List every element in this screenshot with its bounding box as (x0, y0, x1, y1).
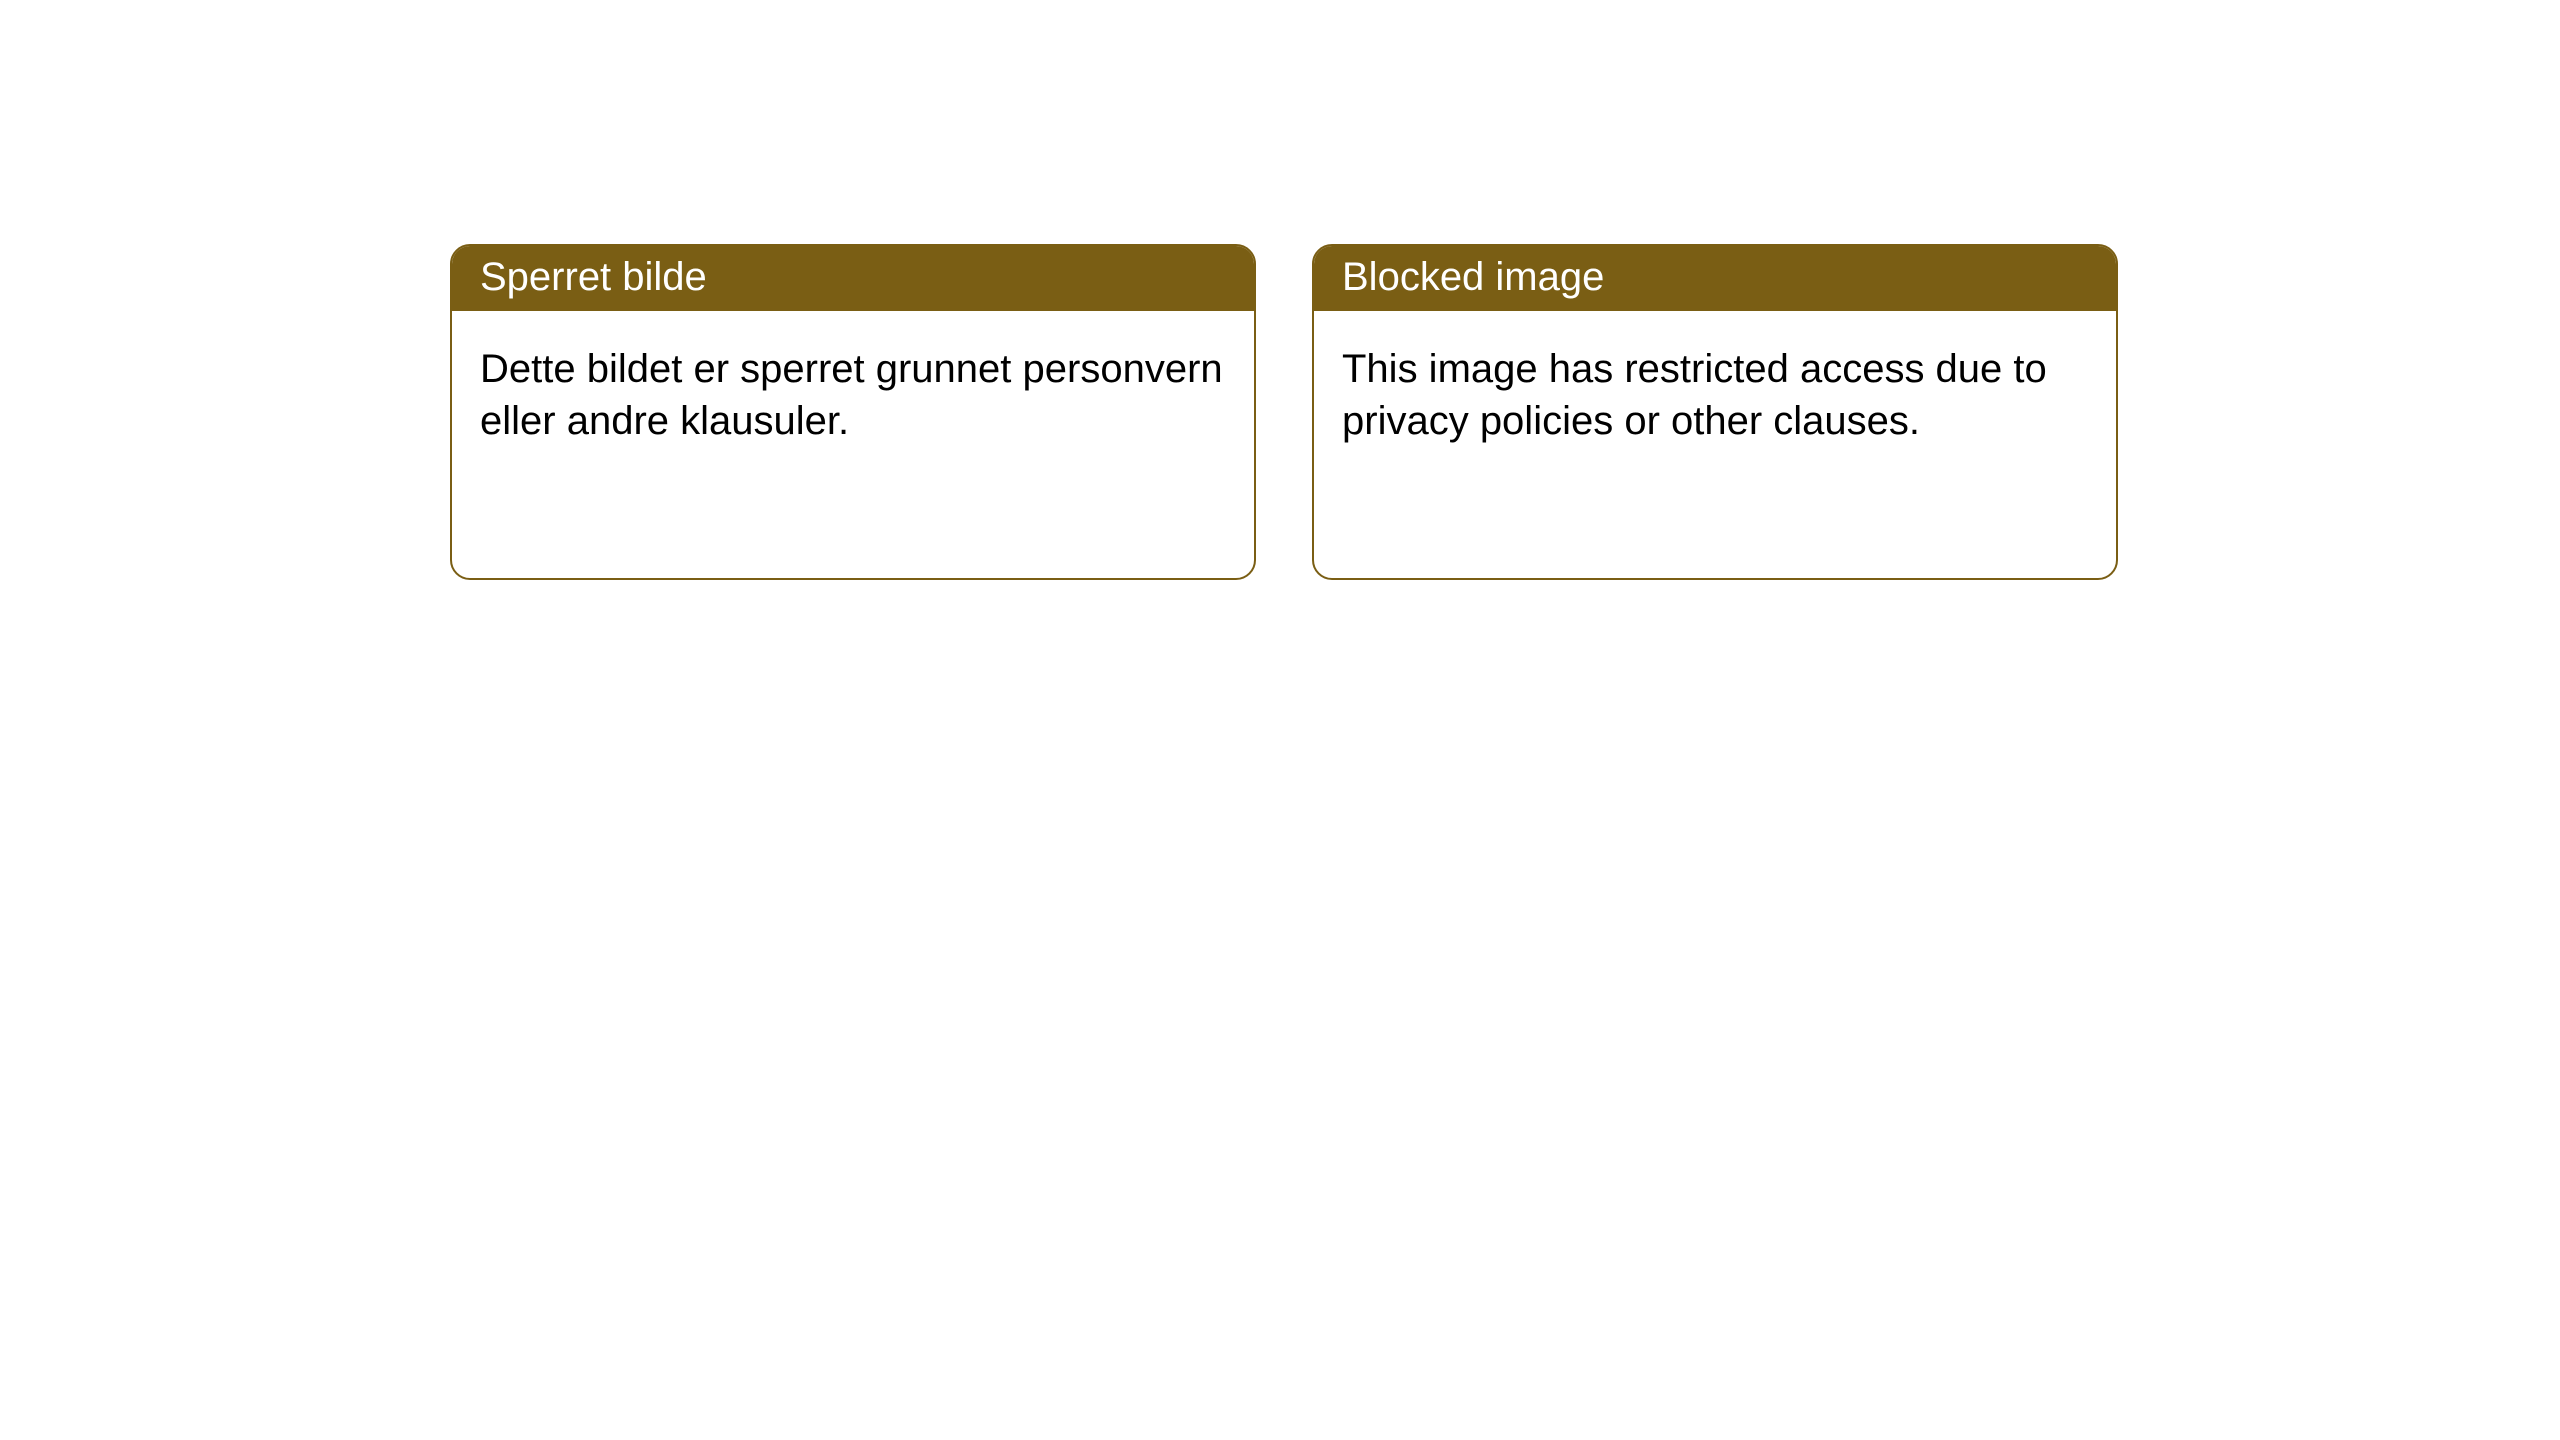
notice-header-norwegian: Sperret bilde (452, 246, 1254, 311)
notice-card-norwegian: Sperret bilde Dette bildet er sperret gr… (450, 244, 1256, 580)
notice-card-english: Blocked image This image has restricted … (1312, 244, 2118, 580)
notice-body-english: This image has restricted access due to … (1314, 311, 2116, 479)
notice-container: Sperret bilde Dette bildet er sperret gr… (0, 0, 2560, 580)
notice-header-english: Blocked image (1314, 246, 2116, 311)
notice-body-norwegian: Dette bildet er sperret grunnet personve… (452, 311, 1254, 479)
